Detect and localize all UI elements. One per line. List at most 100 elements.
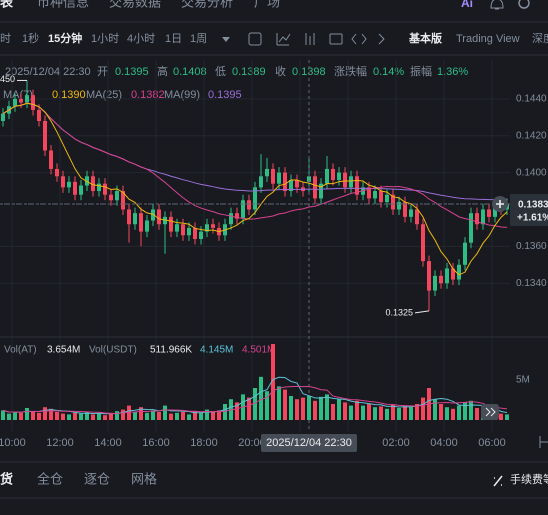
candle-body — [67, 181, 71, 188]
candle-body — [265, 168, 269, 177]
nav-tab[interactable]: 表 — [0, 0, 14, 9]
nav-tab[interactable]: 币种信息 — [37, 0, 89, 9]
candle-body — [187, 227, 191, 236]
current-price-change: +1.61% — [517, 213, 548, 224]
dropdown-icon[interactable] — [222, 37, 230, 42]
volume-bar — [97, 413, 101, 420]
volume-bar — [151, 410, 155, 420]
volume-bar — [199, 412, 203, 420]
code-icon[interactable] — [351, 33, 367, 45]
candle-body — [445, 268, 449, 284]
candle-body — [283, 172, 287, 192]
view-tab[interactable]: Trading View — [456, 33, 520, 45]
volume-bar — [85, 412, 89, 420]
interval-tab-active[interactable]: 15分钟 — [48, 31, 82, 45]
vol-ma5-line — [2, 376, 508, 415]
low-marker-label: 0.1325 — [385, 307, 413, 317]
interval-tab[interactable]: 1周 — [190, 32, 207, 45]
vol-tick-label: 5M — [516, 375, 530, 386]
volume-bar — [355, 400, 359, 420]
volume-bar — [157, 412, 161, 420]
x-tick-label: 10:00 — [0, 437, 26, 449]
volume-bar — [253, 388, 257, 420]
x-tick-label: 04:00 — [430, 437, 458, 449]
volume-bar — [475, 408, 479, 420]
candle-body — [133, 213, 137, 225]
interval-tab[interactable]: 1日 — [165, 33, 182, 45]
interval-tab[interactable]: 1小时 — [91, 32, 119, 45]
layout-icon[interactable] — [329, 33, 343, 45]
margin-tab-active[interactable]: 货 — [0, 471, 13, 486]
candle-body — [457, 264, 461, 280]
volume-bar — [277, 386, 281, 420]
volume-bar — [421, 397, 425, 420]
volume-bar — [265, 391, 269, 420]
indicator-icon[interactable] — [248, 32, 262, 46]
candle-body — [61, 176, 65, 188]
volume-bar — [259, 376, 263, 420]
low-marker-line — [414, 310, 430, 314]
candle-body — [157, 209, 161, 225]
volume-bar — [361, 405, 365, 420]
y-tick-label: 0.1440 — [516, 94, 547, 105]
interval-tab[interactable]: 时 — [0, 32, 11, 45]
more-icon[interactable] — [378, 33, 385, 45]
bell-icon[interactable] — [490, 0, 504, 10]
candle-body — [205, 224, 209, 232]
volume-bar — [181, 412, 185, 420]
candle-body — [109, 194, 113, 201]
volume-bar — [325, 394, 329, 420]
candle-body — [403, 202, 407, 217]
candle-body — [193, 227, 197, 239]
volume-bar — [295, 399, 299, 420]
candle-body — [97, 183, 101, 192]
margin-tab[interactable]: 网格 — [131, 471, 157, 486]
volume-bar — [49, 408, 53, 420]
candle-body — [421, 224, 425, 262]
volume-bar — [163, 405, 167, 420]
high-marker-label: 0.1450 — [0, 74, 15, 84]
volume-bar — [271, 344, 275, 420]
view-tab[interactable]: 深度 — [532, 31, 548, 45]
interval-tab[interactable]: 4小时 — [127, 32, 155, 45]
volume-bar — [145, 412, 149, 420]
nav-tab[interactable]: 交易分析 — [181, 0, 233, 9]
drawing-icon[interactable] — [305, 33, 315, 45]
fee-label[interactable]: 手续费等 — [510, 472, 548, 486]
volume-bar — [1, 410, 5, 420]
volume-bar — [439, 404, 443, 420]
margin-tab[interactable]: 逐仓 — [84, 471, 110, 486]
candle-body — [337, 172, 341, 180]
vol-value: 3.654M — [47, 345, 80, 356]
volume-bar — [175, 412, 179, 420]
candle-body — [271, 168, 275, 184]
candle-body — [145, 220, 149, 232]
y-tick-label: 0.1360 — [516, 241, 547, 252]
candle-body — [409, 209, 413, 217]
ai-button[interactable]: Ai — [461, 0, 473, 10]
nav-tab[interactable]: 广场 — [254, 0, 280, 9]
settings-icon[interactable] — [518, 0, 530, 9]
fee-icon[interactable] — [493, 475, 503, 487]
interval-tab[interactable]: 1秒 — [22, 31, 39, 45]
volume-bar — [91, 414, 95, 420]
ma-value: 0.1395 — [208, 89, 242, 101]
volume-bar — [109, 412, 113, 420]
candle-body — [325, 168, 329, 184]
volume-bar — [19, 412, 23, 420]
candle-body — [1, 113, 5, 121]
vol-value: 4.145M — [200, 345, 233, 356]
nav-tab[interactable]: 交易数据 — [109, 0, 161, 9]
view-tab-active[interactable]: 基本版 — [408, 31, 442, 45]
volume-bar — [343, 402, 347, 420]
margin-tab[interactable]: 全仓 — [37, 471, 63, 486]
candle-body — [175, 224, 179, 232]
chart-style-icon[interactable] — [276, 33, 291, 46]
info-label: 低 — [215, 65, 226, 78]
candle-body — [259, 176, 263, 188]
info-value: 1.36% — [437, 66, 468, 78]
candle-body — [139, 213, 143, 232]
candle-body — [385, 194, 389, 203]
volume-bar — [55, 412, 59, 420]
scroll-icon — [485, 407, 496, 417]
